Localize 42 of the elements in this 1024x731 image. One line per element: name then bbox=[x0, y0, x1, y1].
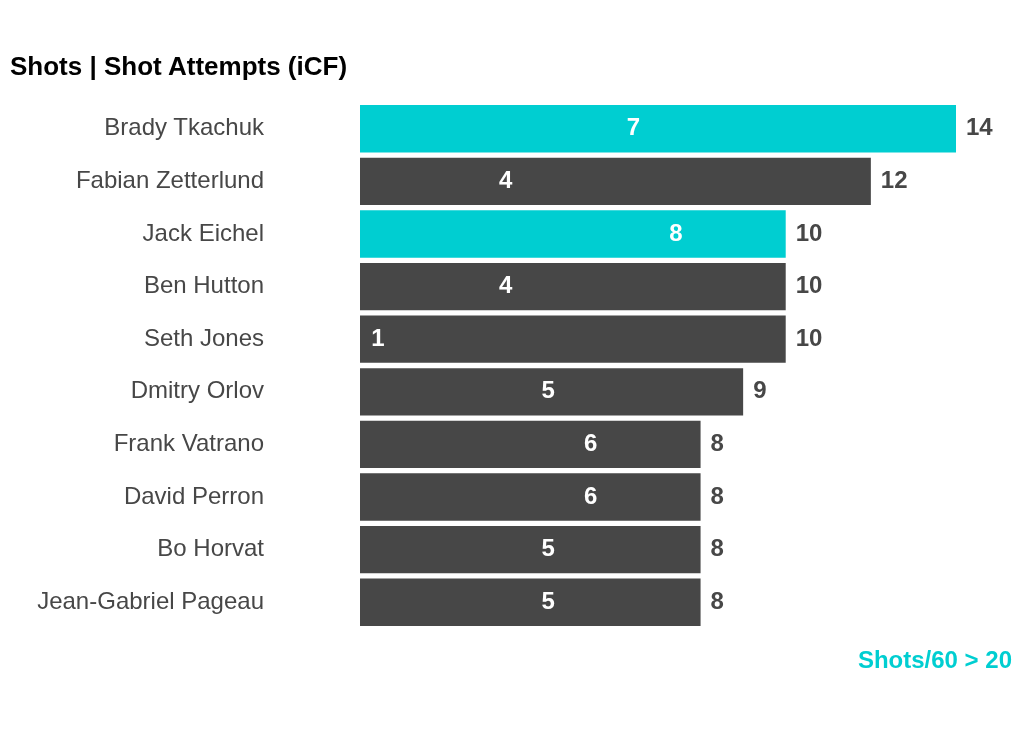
annotation: 8 bbox=[669, 218, 683, 246]
annotation: 6 bbox=[584, 481, 598, 509]
bar bbox=[360, 473, 701, 521]
bar bbox=[360, 420, 701, 469]
bar bbox=[360, 525, 701, 574]
annotation: 5 bbox=[541, 376, 555, 404]
y-tick-label: David Perron bbox=[123, 481, 264, 509]
data-label: 10 bbox=[795, 218, 823, 246]
annotation: 5 bbox=[541, 586, 555, 614]
bar bbox=[360, 368, 744, 416]
y-tick-label: Bo Horvat bbox=[157, 534, 265, 562]
y-tick-label: Seth Jones bbox=[143, 323, 264, 351]
data-label: 8 bbox=[710, 586, 724, 614]
bar bbox=[360, 157, 871, 206]
bar bbox=[360, 105, 956, 153]
y-tick-label: Jean-Gabriel Pageau bbox=[37, 586, 264, 614]
annotation: 7 bbox=[626, 113, 640, 141]
y-tick-label: Jack Eichel bbox=[142, 218, 264, 246]
y-tick-label: Brady Tkachuk bbox=[104, 113, 265, 141]
text: Shots/60 > 20 bbox=[857, 646, 1012, 674]
data-label: 8 bbox=[710, 481, 724, 509]
bar bbox=[360, 315, 786, 363]
data-label: 8 bbox=[710, 429, 724, 457]
annotation: 1 bbox=[371, 323, 385, 351]
bar bbox=[360, 262, 786, 311]
bar bbox=[360, 210, 786, 258]
y-tick-label: Frank Vatrano bbox=[113, 429, 264, 457]
data-label: 14 bbox=[966, 113, 994, 141]
data-label: 12 bbox=[880, 165, 908, 193]
data-label: 8 bbox=[710, 534, 724, 562]
data-label: 9 bbox=[753, 376, 767, 404]
annotation: 4 bbox=[498, 165, 513, 193]
y-tick-label: Ben Hutton bbox=[143, 271, 264, 299]
data-label: 10 bbox=[795, 271, 823, 299]
data-label: 10 bbox=[795, 323, 823, 351]
annotation: 5 bbox=[541, 534, 555, 562]
annotation: 6 bbox=[584, 429, 598, 457]
y-tick-label: Dmitry Orlov bbox=[130, 376, 264, 404]
annotation: 4 bbox=[498, 271, 513, 299]
y-tick-label: Fabian Zetterlund bbox=[75, 165, 264, 193]
chart-title: Shots | Shot Attempts (iCF) bbox=[10, 50, 348, 81]
bar bbox=[360, 578, 701, 626]
